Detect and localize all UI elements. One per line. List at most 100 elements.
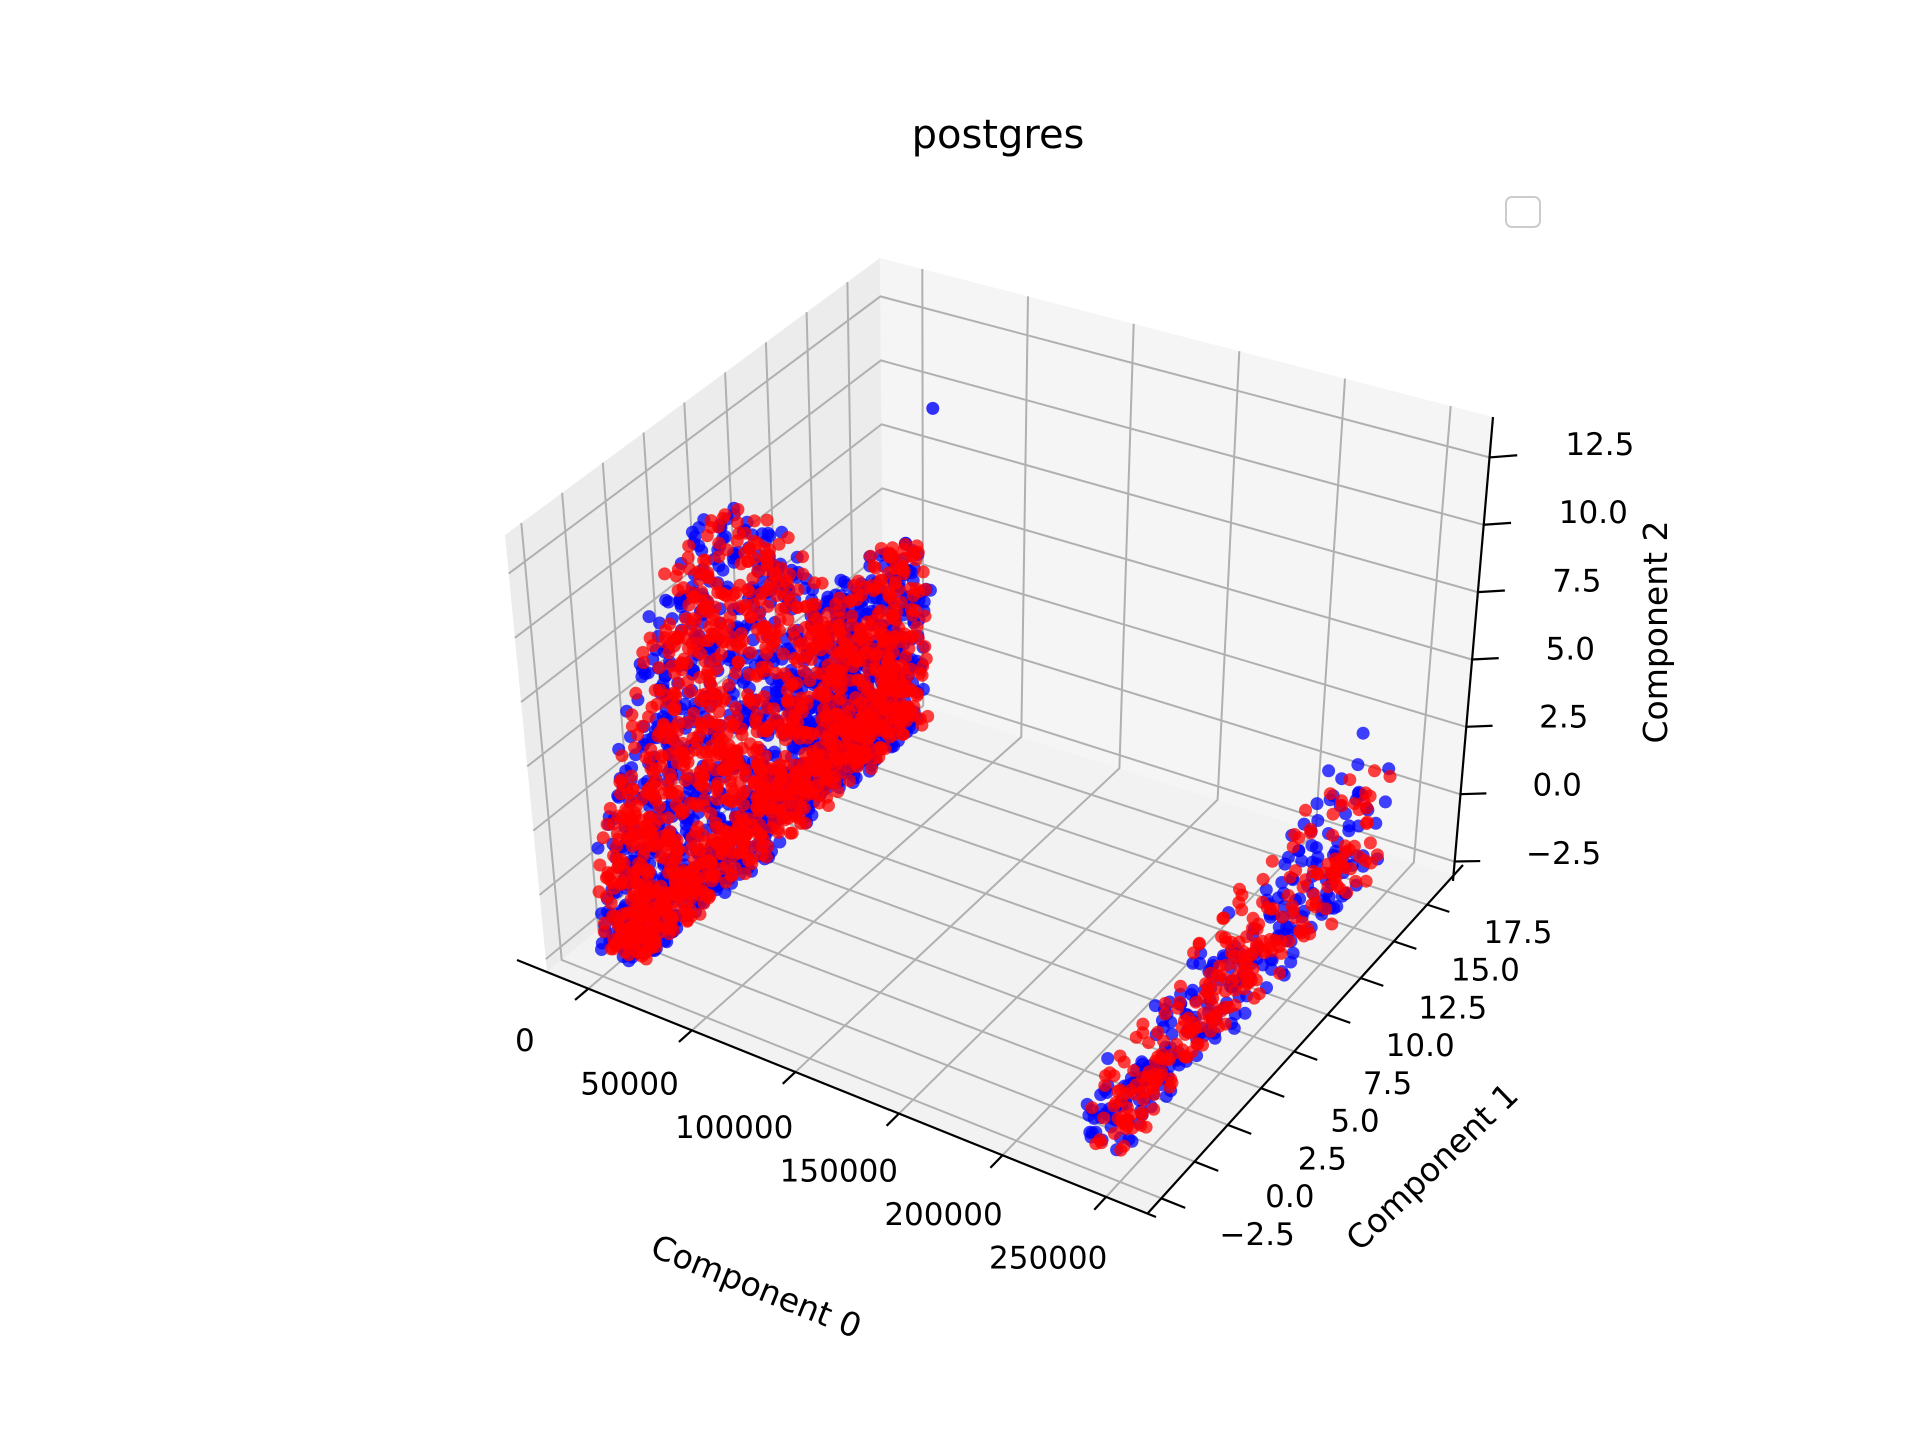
z-tick-label: 7.5: [1552, 563, 1601, 599]
scatter-point: [750, 708, 764, 722]
scatter-point: [600, 817, 614, 831]
scatter-point: [919, 583, 933, 596]
scatter-point: [1087, 1111, 1101, 1125]
y-tick: [1260, 1087, 1285, 1098]
scatter-point: [731, 826, 745, 840]
scatter-point: [795, 637, 809, 651]
scatter-point: [750, 725, 764, 739]
scatter-point: [798, 600, 812, 614]
scatter-point: [810, 612, 824, 625]
scatter-point: [854, 711, 868, 725]
scatter-point: [1117, 1139, 1131, 1153]
scatter-point: [731, 503, 745, 516]
scatter-point: [662, 927, 676, 941]
scatter-point: [1311, 850, 1325, 864]
scatter-point: [671, 886, 684, 899]
scatter-point: [797, 664, 811, 678]
scatter-point: [867, 584, 881, 598]
scatter-point: [704, 807, 717, 820]
scatter-point: [643, 631, 657, 645]
y-tick-label: 2.5: [1298, 1141, 1347, 1177]
scatter-point: [1099, 1069, 1112, 1083]
scatter-point: [795, 783, 809, 797]
scatter-point: [1278, 857, 1292, 871]
scatter-point: [679, 632, 693, 646]
scatter-point: [642, 610, 656, 624]
scatter-point: [1328, 852, 1342, 866]
scatter-point: [728, 810, 742, 824]
scatter-point: [712, 729, 726, 743]
scatter-point: [791, 583, 805, 597]
scatter-point: [712, 550, 726, 564]
scatter-point: [905, 629, 919, 643]
scatter-point: [1127, 1064, 1141, 1078]
scatter-point: [898, 551, 912, 565]
scatter-point: [642, 710, 655, 724]
scatter-point: [1147, 1102, 1161, 1116]
scatter-point: [787, 758, 801, 772]
x-axis-line: [516, 958, 1157, 1219]
scatter-point: [661, 595, 675, 609]
y-tick: [1293, 1050, 1318, 1061]
scatter-point: [611, 809, 625, 823]
scatter-point: [757, 541, 771, 555]
scatter-point: [829, 597, 843, 611]
scatter-point: [755, 620, 769, 634]
z-gridline: [520, 423, 1478, 703]
scatter-point: [1342, 843, 1356, 857]
scatter-point: [853, 622, 867, 636]
y-tick-label: −2.5: [1220, 1217, 1295, 1253]
scatter-point: [781, 531, 795, 545]
scatter-point: [1163, 1080, 1177, 1094]
x-tick-label: 100000: [675, 1110, 793, 1146]
scatter-point: [777, 717, 791, 731]
scatter-point: [799, 726, 813, 740]
scatter-point: [694, 647, 708, 660]
scatter-point: [874, 621, 888, 635]
scatter-point: [1309, 841, 1323, 855]
scatter-point: [649, 935, 663, 949]
scatter-point: [783, 567, 796, 581]
scatter-point: [794, 816, 808, 830]
scatter-point: [626, 839, 639, 853]
scatter-point: [1119, 1087, 1133, 1101]
scatter-point: [682, 598, 696, 612]
scatter-point: [1330, 900, 1344, 913]
scatter-point: [630, 945, 644, 959]
scatter-point: [638, 667, 652, 680]
y-tick-label: 12.5: [1418, 990, 1487, 1026]
scatter-point: [711, 776, 725, 790]
scatter-point: [671, 584, 685, 597]
scatter-point: [1357, 795, 1371, 808]
scatter-point: [926, 401, 940, 415]
scatter-point: [1235, 903, 1249, 917]
scatter-point: [1129, 1030, 1143, 1044]
scatter-point: [1139, 1120, 1153, 1134]
scatter-point: [1305, 898, 1319, 912]
scatter-point: [667, 733, 681, 747]
scatter-point: [1349, 874, 1363, 888]
scatter-point: [673, 745, 687, 759]
scatter-point: [729, 666, 743, 680]
scatter-point: [897, 564, 911, 578]
scatter-point: [692, 521, 706, 535]
scatter-point: [1285, 899, 1299, 913]
scatter-point: [1101, 1052, 1115, 1065]
scatter-point: [864, 762, 878, 776]
scatter-point: [773, 763, 787, 777]
scatter-point: [889, 605, 903, 619]
scatter-point: [1383, 770, 1397, 783]
scatter-point: [1246, 962, 1260, 976]
scatter-point: [1250, 940, 1263, 954]
scatter-point: [640, 866, 654, 880]
scatter-point: [831, 693, 845, 707]
scatter-point: [697, 553, 711, 567]
scatter-point: [1267, 902, 1281, 916]
y-gridline: [520, 522, 1162, 1200]
scatter-point: [780, 683, 794, 697]
scatter-point: [653, 812, 666, 826]
scatter-point: [893, 721, 906, 735]
scatter-point: [1129, 1087, 1143, 1101]
y-tick: [1194, 1160, 1219, 1172]
